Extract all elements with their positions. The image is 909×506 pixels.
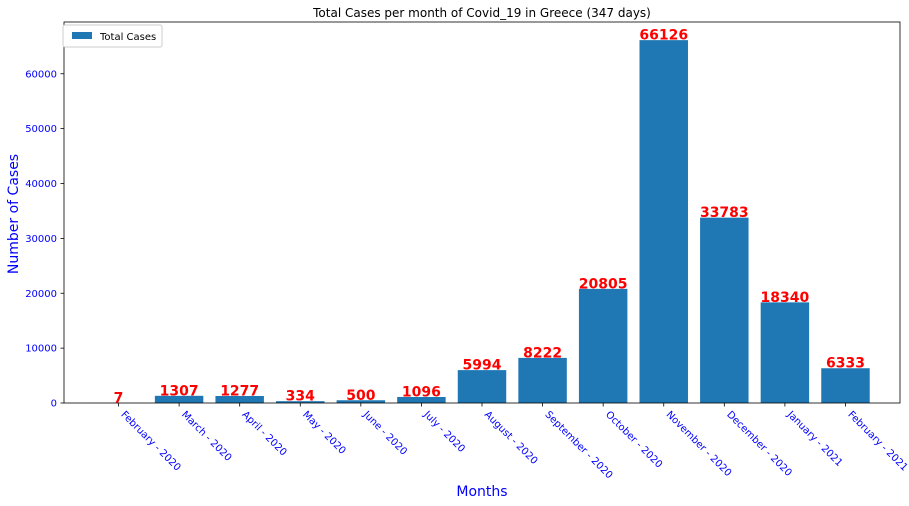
y-tick-label: 20000 bbox=[25, 289, 57, 300]
y-tick-label: 40000 bbox=[25, 179, 57, 190]
y-axis-label: Number of Cases bbox=[6, 154, 22, 274]
x-tick-label: October - 2020 bbox=[603, 409, 664, 470]
bar bbox=[821, 368, 870, 403]
bar bbox=[215, 395, 264, 403]
x-tick-label: February - 2020 bbox=[118, 409, 182, 473]
bar bbox=[336, 400, 386, 403]
data-label: 20805 bbox=[579, 276, 628, 292]
data-label: 500 bbox=[346, 388, 375, 404]
x-tick-label: June - 2020 bbox=[360, 409, 409, 458]
data-label: 1096 bbox=[402, 384, 441, 400]
legend-frame bbox=[62, 24, 163, 48]
data-label: 66126 bbox=[639, 28, 688, 44]
bars-group bbox=[94, 40, 870, 403]
x-tick-label: November - 2020 bbox=[664, 409, 734, 479]
data-labels-group: 7 1307 1277 334 500 1096 5994 8222 20805 66126 337… bbox=[114, 28, 865, 407]
bar bbox=[700, 217, 749, 403]
x-tick-label: August - 2020 bbox=[482, 409, 540, 467]
bar bbox=[276, 401, 325, 403]
y-ticks-group: 0 10000 20000 30000 40000 50000 60000 bbox=[25, 69, 64, 410]
y-tick-label: 50000 bbox=[25, 124, 57, 135]
y-tick-label: 10000 bbox=[25, 344, 57, 355]
data-label: 6333 bbox=[826, 356, 865, 372]
data-label: 8222 bbox=[523, 345, 562, 361]
x-tick-label: July - 2020 bbox=[421, 409, 467, 455]
y-tick-label: 0 bbox=[51, 399, 57, 410]
y-tick-label: 60000 bbox=[25, 69, 57, 80]
x-tick-label: April - 2020 bbox=[240, 409, 289, 458]
bar bbox=[639, 40, 688, 403]
x-tick-label: February - 2021 bbox=[845, 409, 909, 473]
bar bbox=[397, 396, 446, 403]
legend-label: Total Cases bbox=[99, 32, 156, 43]
x-tick-label: January - 2021 bbox=[784, 409, 844, 469]
bar bbox=[457, 370, 507, 403]
data-label: 33783 bbox=[700, 205, 749, 221]
data-label: 1277 bbox=[220, 383, 259, 399]
chart-title: Total Cases per month of Covid_19 in Gre… bbox=[312, 6, 651, 20]
legend-swatch bbox=[72, 32, 92, 39]
data-label: 5994 bbox=[463, 358, 502, 374]
y-tick-label: 30000 bbox=[25, 234, 57, 245]
x-tick-label: September - 2020 bbox=[542, 409, 614, 481]
x-tick-label: December - 2020 bbox=[724, 409, 793, 478]
x-tick-label: March - 2020 bbox=[179, 409, 233, 463]
bar bbox=[760, 302, 810, 403]
x-axis-label: Months bbox=[456, 484, 507, 500]
data-label: 18340 bbox=[761, 290, 810, 306]
data-label: 7 bbox=[114, 390, 124, 406]
data-label: 1307 bbox=[160, 383, 199, 399]
bar bbox=[154, 395, 204, 403]
plot-area: 7 1307 1277 334 500 1096 5994 8222 20805 66126 337… bbox=[25, 21, 909, 481]
legend: Total Cases bbox=[62, 24, 163, 48]
data-label: 334 bbox=[286, 389, 315, 405]
bar bbox=[518, 357, 567, 403]
x-tick-label: May - 2020 bbox=[300, 409, 347, 456]
bar bbox=[578, 288, 628, 403]
